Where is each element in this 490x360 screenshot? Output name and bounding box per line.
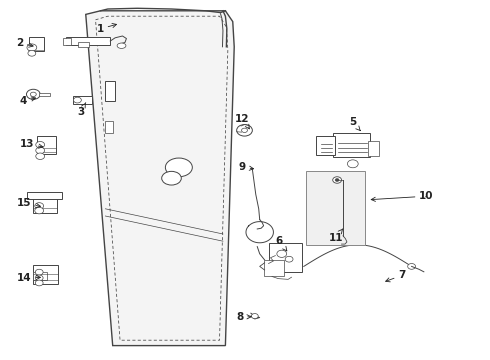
Bar: [63, 38, 71, 45]
Text: 3: 3: [77, 103, 86, 117]
Bar: [66, 37, 110, 45]
Text: 10: 10: [371, 191, 434, 201]
Circle shape: [35, 280, 43, 286]
Circle shape: [242, 128, 247, 132]
Bar: [27, 192, 62, 199]
Bar: [105, 81, 115, 101]
FancyBboxPatch shape: [306, 171, 365, 245]
Bar: [264, 260, 284, 276]
Text: 2: 2: [16, 38, 33, 48]
Circle shape: [28, 50, 36, 56]
Circle shape: [347, 160, 358, 168]
Bar: [37, 136, 56, 154]
Bar: [333, 133, 370, 157]
Circle shape: [408, 264, 416, 269]
Circle shape: [36, 141, 45, 148]
Circle shape: [27, 44, 37, 51]
Ellipse shape: [117, 43, 126, 49]
Circle shape: [335, 179, 339, 181]
Circle shape: [333, 177, 342, 183]
Bar: [33, 265, 58, 284]
Text: 4: 4: [20, 96, 36, 106]
Circle shape: [74, 97, 81, 103]
Circle shape: [237, 125, 252, 136]
Circle shape: [26, 89, 40, 99]
Circle shape: [251, 314, 258, 319]
Text: 9: 9: [239, 162, 253, 172]
Circle shape: [277, 250, 287, 257]
Bar: [33, 272, 47, 280]
Circle shape: [36, 147, 45, 154]
Circle shape: [35, 275, 43, 281]
Bar: [78, 42, 89, 47]
Ellipse shape: [166, 158, 192, 177]
Bar: [39, 93, 50, 96]
Bar: [29, 37, 44, 51]
Bar: [105, 121, 113, 133]
Ellipse shape: [162, 171, 181, 185]
Circle shape: [35, 207, 44, 214]
Text: 6: 6: [276, 236, 287, 251]
Text: 1: 1: [97, 23, 117, 34]
Text: 12: 12: [235, 114, 250, 129]
Text: 8: 8: [237, 312, 251, 322]
Text: 14: 14: [17, 273, 40, 283]
Polygon shape: [86, 11, 234, 346]
Text: 5: 5: [349, 117, 360, 131]
Bar: [269, 243, 302, 272]
Bar: [33, 198, 57, 213]
Circle shape: [36, 153, 45, 159]
Circle shape: [35, 203, 44, 209]
Circle shape: [285, 256, 293, 262]
Circle shape: [35, 269, 43, 275]
Text: 15: 15: [17, 198, 41, 208]
Circle shape: [30, 92, 36, 96]
Text: 13: 13: [20, 139, 43, 149]
Bar: [316, 136, 335, 155]
Bar: [368, 141, 379, 156]
Text: 11: 11: [328, 229, 343, 243]
Text: 7: 7: [386, 270, 406, 282]
Bar: [73, 96, 92, 104]
